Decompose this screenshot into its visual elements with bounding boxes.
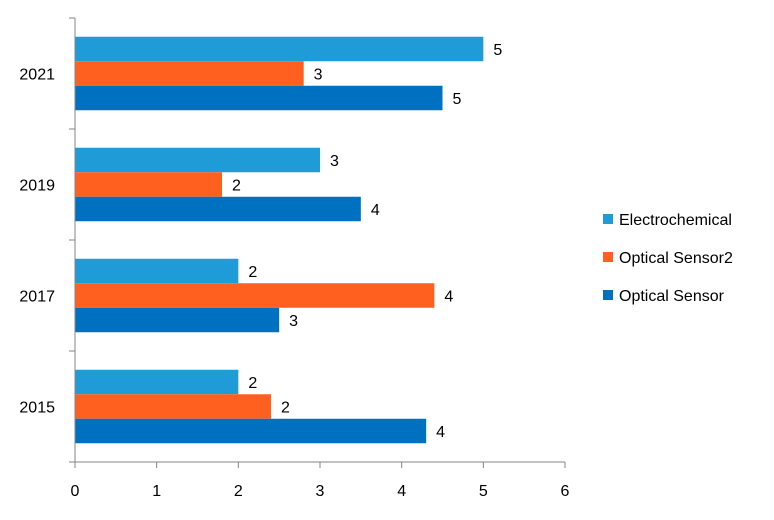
legend-label: Electrochemical [619, 212, 732, 229]
bar-electrochemical-2021 [75, 36, 484, 62]
data-label: 4 [371, 202, 380, 219]
bar-optical-sensor2-2019 [75, 172, 222, 197]
y-tick-label: 2021 [19, 67, 55, 84]
bar-optical-sensor2-2021 [75, 61, 304, 86]
data-label: 2 [232, 178, 241, 195]
data-label: 2 [281, 400, 290, 417]
x-tick-label: 0 [71, 483, 80, 500]
bar-optical-sensor-2021 [75, 85, 443, 111]
data-label: 3 [330, 153, 339, 170]
bar-optical-sensor2-2015 [75, 394, 271, 419]
data-label: 3 [314, 67, 323, 84]
x-tick-label: 3 [316, 483, 325, 500]
x-tick-label: 1 [152, 483, 161, 500]
legend: Electrochemical Optical Sensor2 Optical Se… [603, 212, 733, 305]
bar-optical-sensor-2019 [75, 196, 361, 222]
data-label: 2 [248, 375, 257, 392]
axes-layer: 2015 2017 2019 2021 0 1 2 3 4 5 6 [19, 17, 570, 500]
legend-label: Optical Sensor [619, 288, 725, 305]
bar-electrochemical-2017 [75, 258, 239, 284]
data-label: 3 [289, 313, 298, 330]
data-labels-layer: 2 2 4 2 4 3 3 2 4 5 3 5 [232, 42, 502, 441]
y-tick-label: 2015 [19, 400, 55, 417]
y-tick-label: 2017 [19, 289, 55, 306]
data-label: 2 [248, 264, 257, 281]
bar-electrochemical-2019 [75, 147, 320, 173]
x-tick-label: 4 [397, 483, 406, 500]
bar-optical-sensor2-2017 [75, 283, 435, 308]
legend-swatch [603, 252, 613, 262]
data-label: 5 [453, 91, 462, 108]
data-label: 5 [493, 42, 502, 59]
data-label: 4 [436, 424, 445, 441]
legend-label: Optical Sensor2 [619, 250, 733, 267]
x-tick-label: 5 [479, 483, 488, 500]
bars-layer [75, 36, 484, 444]
legend-swatch [603, 290, 613, 300]
data-label: 4 [444, 289, 453, 306]
bar-electrochemical-2015 [75, 369, 239, 395]
x-tick-label: 6 [561, 483, 570, 500]
bar-optical-sensor-2017 [75, 307, 280, 333]
y-tick-label: 2019 [19, 178, 55, 195]
legend-swatch [603, 214, 613, 224]
x-tick-label: 2 [234, 483, 243, 500]
bar-optical-sensor-2015 [75, 418, 427, 444]
